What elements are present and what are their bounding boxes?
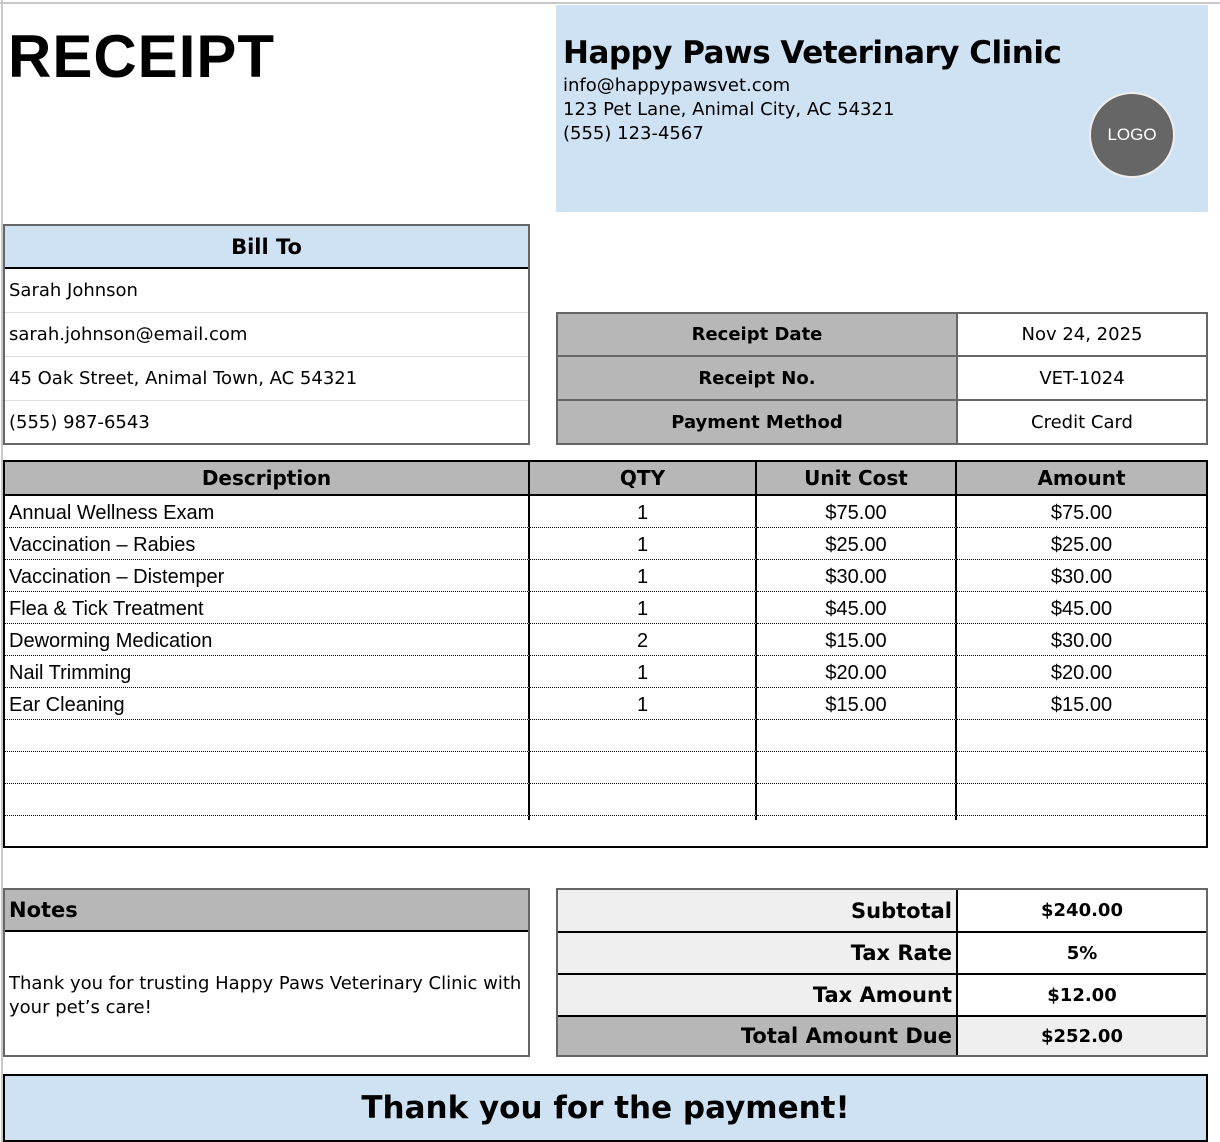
clinic-email: info@happypawsvet.com xyxy=(563,75,791,96)
bill-to-box: Bill To Sarah Johnson sarah.johnson@emai… xyxy=(3,224,530,445)
totals-value[interactable]: $12.00 xyxy=(958,975,1206,1017)
item-amount[interactable]: $25.00 xyxy=(957,528,1206,560)
clinic-header: Happy Paws Veterinary Clinic info@happyp… xyxy=(556,5,1208,212)
item-amount[interactable]: $20.00 xyxy=(957,656,1206,688)
empty-cell[interactable] xyxy=(957,816,1206,820)
item-description[interactable]: Flea & Tick Treatment xyxy=(5,592,530,624)
empty-cell[interactable] xyxy=(757,816,957,820)
column-header-amount[interactable]: Amount xyxy=(957,462,1206,496)
totals-value[interactable]: 5% xyxy=(958,933,1206,975)
sheet-gridline xyxy=(0,0,3,1142)
clinic-address: 123 Pet Lane, Animal City, AC 54321 xyxy=(563,99,895,120)
empty-cell[interactable] xyxy=(957,752,1206,784)
item-unit-cost[interactable]: $30.00 xyxy=(757,560,957,592)
empty-cell[interactable] xyxy=(757,784,957,816)
empty-cell[interactable] xyxy=(5,720,530,752)
empty-cell[interactable] xyxy=(530,752,757,784)
logo-placeholder: LOGO xyxy=(1089,92,1175,178)
receipt-date-label: Receipt Date xyxy=(558,314,958,357)
item-unit-cost[interactable]: $25.00 xyxy=(757,528,957,560)
empty-cell[interactable] xyxy=(5,752,530,784)
item-unit-cost[interactable]: $45.00 xyxy=(757,592,957,624)
items-table: Description QTY Unit Cost Amount Annual Well… xyxy=(3,460,1208,848)
item-qty[interactable]: 1 xyxy=(530,688,757,720)
item-qty[interactable]: 1 xyxy=(530,496,757,528)
totals-value[interactable]: $240.00 xyxy=(958,890,1206,933)
item-amount[interactable]: $75.00 xyxy=(957,496,1206,528)
clinic-name: Happy Paws Veterinary Clinic xyxy=(563,35,1062,71)
item-amount[interactable]: $15.00 xyxy=(957,688,1206,720)
receipt-date-value[interactable]: Nov 24, 2025 xyxy=(958,314,1206,357)
payment-method-value[interactable]: Credit Card xyxy=(1031,411,1133,433)
item-description[interactable]: Ear Cleaning xyxy=(5,688,530,720)
item-description[interactable]: Nail Trimming xyxy=(5,656,530,688)
item-qty[interactable]: 1 xyxy=(530,528,757,560)
totals-label: Tax Rate xyxy=(558,933,958,975)
notes-text[interactable]: Thank you for trusting Happy Paws Veteri… xyxy=(9,973,522,1018)
column-header-description[interactable]: Description xyxy=(5,462,530,496)
empty-cell[interactable] xyxy=(757,720,957,752)
receipt-number-label: Receipt No. xyxy=(558,357,958,401)
thank-you-banner: Thank you for the payment! xyxy=(3,1074,1208,1142)
receipt-title: RECEIPT xyxy=(8,23,276,90)
bill-to-name[interactable]: Sarah Johnson xyxy=(5,269,528,313)
payment-method-label: Payment Method xyxy=(558,401,958,443)
totals-label: Tax Amount xyxy=(558,975,958,1017)
empty-cell[interactable] xyxy=(5,784,530,816)
empty-cell[interactable] xyxy=(957,784,1206,816)
empty-cell[interactable] xyxy=(530,816,757,820)
notes-box: Notes Thank you for trusting Happy Paws … xyxy=(3,888,530,1057)
item-qty[interactable]: 1 xyxy=(530,592,757,624)
column-header-qty[interactable]: QTY xyxy=(530,462,757,496)
empty-cell[interactable] xyxy=(957,720,1206,752)
bill-to-phone[interactable]: (555) 987-6543 xyxy=(9,411,150,433)
item-description[interactable]: Vaccination – Rabies xyxy=(5,528,530,560)
bill-to-header: Bill To xyxy=(5,226,528,269)
column-header-unit-cost[interactable]: Unit Cost xyxy=(757,462,957,496)
receipt-info-box: Receipt Date Nov 24, 2025 Receipt No. VE… xyxy=(556,312,1208,445)
item-description[interactable]: Vaccination – Distemper xyxy=(5,560,530,592)
item-amount[interactable]: $45.00 xyxy=(957,592,1206,624)
item-description[interactable]: Deworming Medication xyxy=(5,624,530,656)
item-description[interactable]: Annual Wellness Exam xyxy=(5,496,530,528)
bill-to-email[interactable]: sarah.johnson@email.com xyxy=(5,313,528,357)
item-amount[interactable]: $30.00 xyxy=(957,624,1206,656)
empty-cell[interactable] xyxy=(530,720,757,752)
empty-cell[interactable] xyxy=(757,752,957,784)
receipt-number-value[interactable]: VET-1024 xyxy=(958,357,1206,401)
notes-header: Notes xyxy=(5,890,528,932)
sheet-gridline xyxy=(0,0,1220,4)
item-qty[interactable]: 1 xyxy=(530,656,757,688)
item-qty[interactable]: 1 xyxy=(530,560,757,592)
item-unit-cost[interactable]: $20.00 xyxy=(757,656,957,688)
empty-cell[interactable] xyxy=(5,816,530,820)
totals-box: Subtotal $240.00 Tax Rate 5% Tax Amount $12.0… xyxy=(556,888,1208,1057)
item-unit-cost[interactable]: $15.00 xyxy=(757,688,957,720)
totals-value[interactable]: $252.00 xyxy=(958,1017,1206,1055)
item-unit-cost[interactable]: $75.00 xyxy=(757,496,957,528)
bill-to-address[interactable]: 45 Oak Street, Animal Town, AC 54321 xyxy=(5,357,528,401)
item-unit-cost[interactable]: $15.00 xyxy=(757,624,957,656)
item-amount[interactable]: $30.00 xyxy=(957,560,1206,592)
totals-label: Total Amount Due xyxy=(558,1017,958,1055)
item-qty[interactable]: 2 xyxy=(530,624,757,656)
totals-label: Subtotal xyxy=(558,890,958,933)
empty-cell[interactable] xyxy=(530,784,757,816)
clinic-phone: (555) 123-4567 xyxy=(563,123,704,144)
